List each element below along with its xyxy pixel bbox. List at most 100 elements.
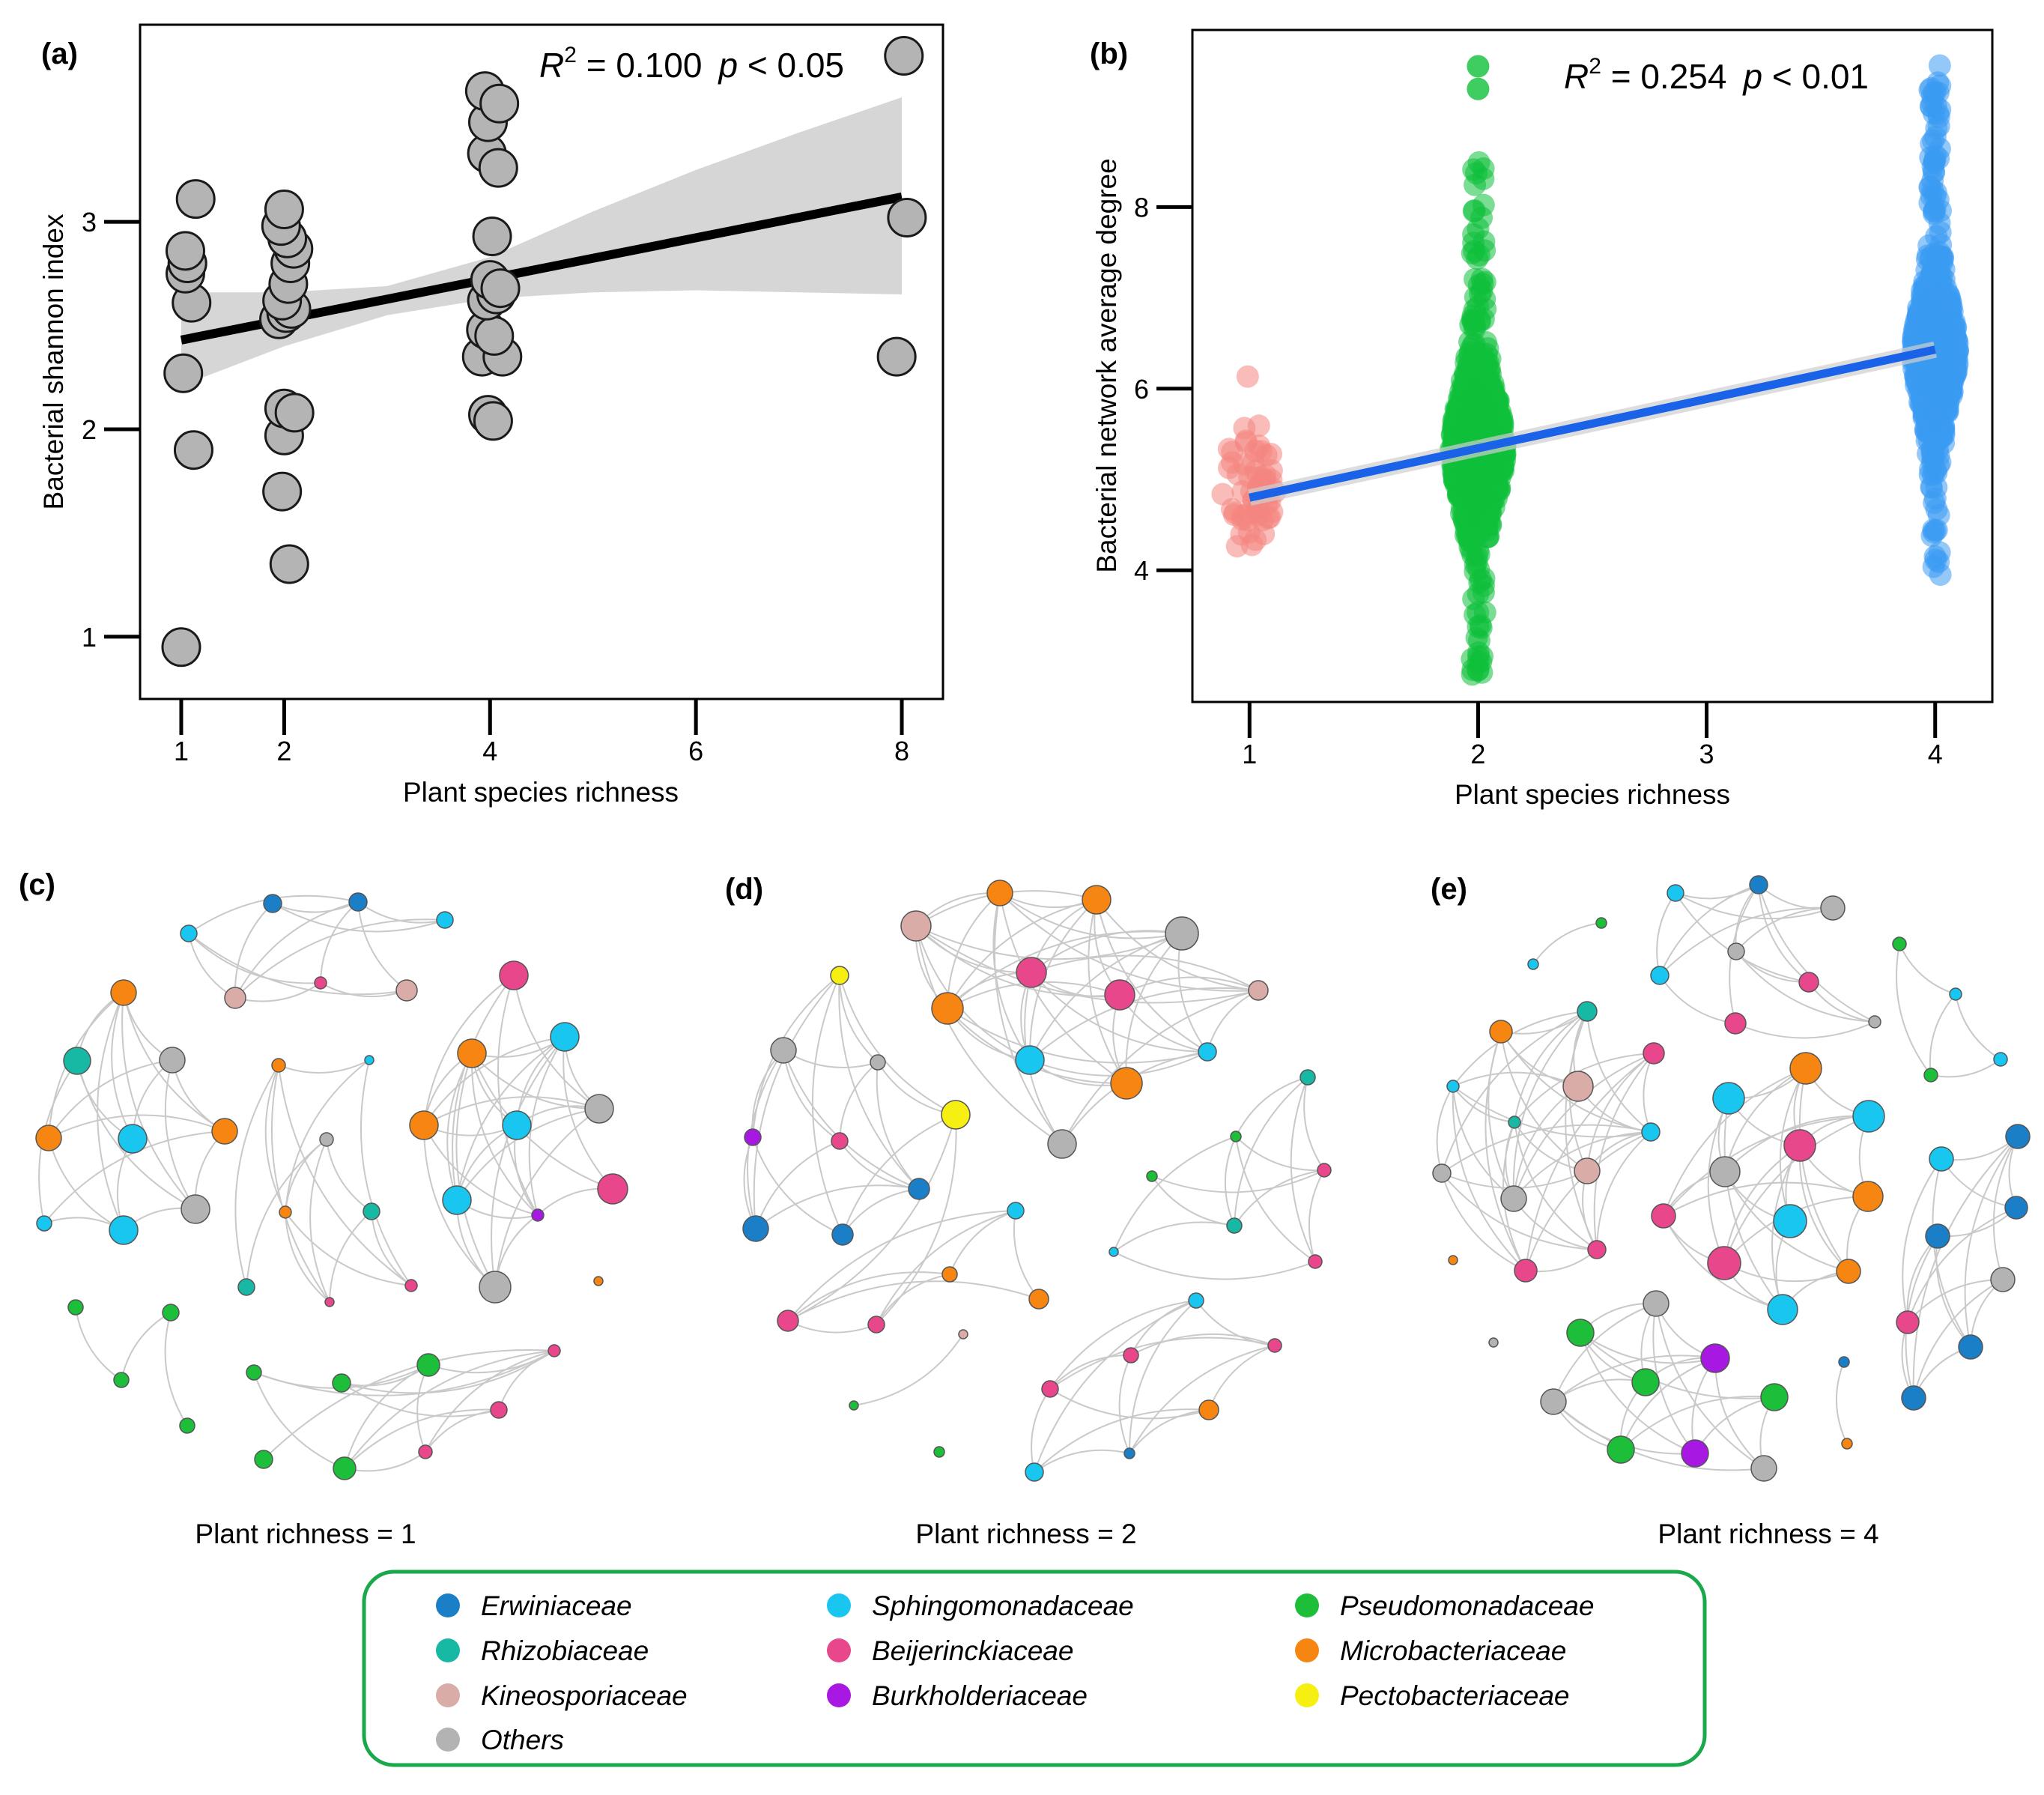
network-edge	[121, 992, 196, 1210]
network-node-rhizobiaceae	[1577, 1001, 1598, 1022]
network-node-pseudomonadaceae	[933, 1446, 945, 1458]
panel-b-point	[1454, 477, 1477, 500]
network-node-sphingomonadaceae	[1773, 1204, 1807, 1238]
legend-swatch-burkholderiaceae	[827, 1683, 851, 1707]
panel-b-ytick-label: 8	[1134, 192, 1149, 223]
network-edge	[787, 1320, 877, 1334]
panel-b-point	[1211, 482, 1234, 506]
network-node-microbacteriaceae	[1841, 1438, 1853, 1450]
legend-label-beijerinckiaceae: Beijerinckiaceae	[872, 1635, 1073, 1666]
network-edge	[1208, 1345, 1276, 1411]
network-node-sphingomonadaceae	[502, 1110, 532, 1140]
network-edge	[1525, 1131, 1652, 1271]
network-node-kineosporiaceae	[1562, 1071, 1594, 1102]
network-edge	[423, 975, 515, 1126]
panel-b-axes: 1 2 3 4 4 6 8	[1134, 192, 1943, 769]
panel-a-xtick-label: 2	[276, 736, 291, 766]
panel-a-point	[173, 430, 213, 470]
network-node-others	[1820, 895, 1846, 921]
network-node-others	[1488, 1337, 1499, 1348]
panel-a-point	[262, 471, 303, 512]
network-node-beijerinckiaceae	[1587, 1240, 1607, 1259]
network-node-beijerinckiaceae	[1267, 1338, 1282, 1353]
network-node-kineosporiaceae	[1248, 980, 1269, 1001]
panel-b-point	[1922, 303, 1945, 327]
network-edge	[1565, 1011, 1598, 1250]
network-node-beijerinckiaceae	[1724, 1012, 1747, 1035]
legend-label-kineosporiaceae: Kineosporiaceae	[481, 1680, 688, 1711]
network-edge	[246, 1139, 327, 1288]
network-node-beijerinckiaceae	[1514, 1259, 1538, 1283]
network-edge	[471, 1053, 613, 1190]
network-node-pseudomonadaceae	[162, 1304, 180, 1322]
network-edge	[1835, 1361, 1848, 1444]
network-edge	[1723, 1145, 1801, 1264]
legend-label-others: Others	[481, 1725, 564, 1755]
network-node-beijerinckiaceae	[1041, 1380, 1059, 1398]
network-node-others	[1750, 1455, 1777, 1482]
network-node-others	[870, 1054, 886, 1071]
network-node-beijerinckiaceae	[314, 976, 327, 990]
network-edge	[1798, 1068, 1849, 1272]
network-edge	[1151, 1175, 1235, 1226]
network-edge	[48, 1059, 173, 1139]
network-nodes	[1432, 875, 2031, 1482]
panel-b-point	[1923, 487, 1947, 510]
panel-a-stats: R2 = 0.100 p < 0.05	[539, 43, 844, 85]
network-edge	[1029, 987, 1259, 1061]
network-edge	[272, 901, 359, 913]
panel-c-network: (c) Plant richness = 1	[19, 868, 628, 1549]
panel-a-point	[163, 353, 204, 393]
network-edge	[1113, 1251, 1316, 1280]
network-edge	[876, 1210, 1016, 1325]
network-edge	[752, 1136, 843, 1235]
network-edge	[1906, 1235, 1938, 1323]
panel-a-point	[472, 216, 512, 256]
network-node-sphingomonadaceae	[1007, 1202, 1025, 1220]
panel-b-point	[1925, 461, 1948, 485]
panel-b-point	[1233, 452, 1256, 476]
legend-label-erwiniaceae: Erwiniaceae	[481, 1590, 632, 1621]
network-edge	[1513, 1198, 1598, 1250]
network-edge	[1913, 1279, 2004, 1399]
legend-label-pseudomonadaceae: Pseudomonadaceae	[1340, 1590, 1594, 1621]
network-edge	[188, 933, 407, 996]
network-node-microbacteriaceae	[986, 880, 1013, 906]
network-node-rhizobiaceae	[1300, 1069, 1316, 1086]
network-edge	[1955, 993, 2001, 1060]
network-node-beijerinckiaceae	[324, 1297, 335, 1307]
panel-a-ytick-label: 2	[82, 414, 97, 445]
network-edge	[75, 1307, 122, 1381]
network-edge	[329, 1211, 372, 1303]
panel-b-point	[1467, 539, 1490, 563]
network-node-erwiniaceae	[263, 894, 282, 913]
network-edge	[188, 933, 236, 999]
network-edge	[1902, 1158, 1942, 1323]
network-node-beijerinckiaceae	[1308, 1254, 1323, 1269]
panel-d-caption: Plant richness = 2	[915, 1519, 1136, 1549]
network-node-rhizobiaceae	[237, 1278, 255, 1296]
network-edge	[842, 1188, 920, 1235]
network-edge	[341, 1364, 429, 1387]
panel-b-point	[1453, 511, 1476, 534]
network-edge	[272, 903, 446, 933]
network-edge	[1049, 1354, 1132, 1390]
panel-b-point	[1920, 440, 1944, 463]
panel-e-caption: Plant richness = 4	[1658, 1519, 1878, 1549]
network-edge	[1735, 907, 1834, 952]
network-edge	[1707, 1098, 1729, 1264]
panel-b-point	[1926, 244, 1949, 267]
network-edge	[164, 1312, 188, 1426]
network-node-pseudomonadaceae	[1631, 1368, 1660, 1396]
network-node-microbacteriaceae	[279, 1205, 292, 1219]
network-edge	[753, 975, 840, 1229]
network-edge	[1308, 1169, 1325, 1262]
network-edge	[947, 1008, 1208, 1064]
network-edge	[455, 1053, 496, 1288]
panel-a-points	[161, 36, 927, 668]
network-node-sphingomonadaceae	[1949, 987, 1962, 1001]
panel-b-point	[1246, 503, 1270, 526]
panel-b-outlier-point	[1467, 55, 1490, 78]
panel-b-point	[1924, 181, 1947, 204]
